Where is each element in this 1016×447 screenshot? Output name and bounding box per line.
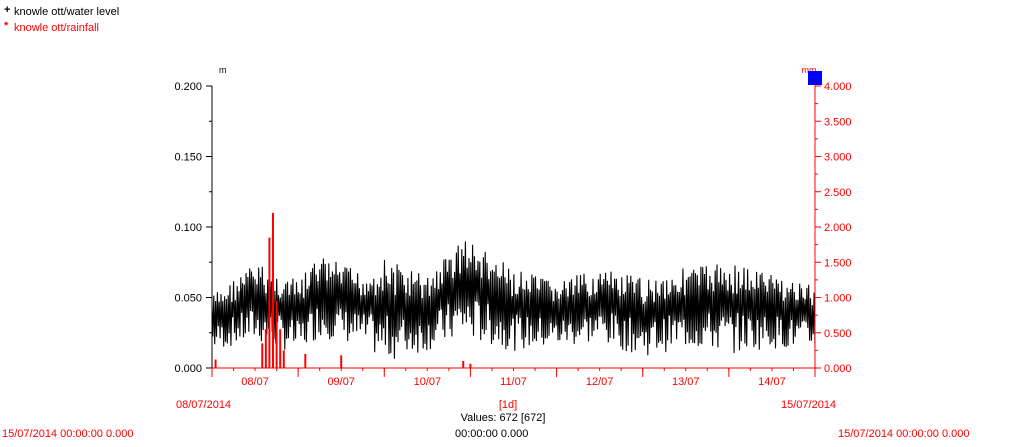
left-axis-unit: m: [219, 65, 227, 75]
right-y-tick-label: 1.000: [824, 293, 852, 305]
left-y-tick-label: 0.000: [174, 363, 202, 375]
selection-marker[interactable]: [808, 71, 822, 85]
water-level-series: [211, 241, 816, 359]
chart-axes: [206, 80, 821, 377]
water-level-line: [211, 241, 816, 359]
x-tick-label: 11/07: [500, 376, 527, 388]
x-tick-label: 08/07: [241, 376, 269, 388]
right-y-tick-label: 3.000: [824, 152, 852, 164]
footer-left-readout: 15/07/2014 00:00:00 0.000: [2, 428, 134, 440]
x-end-label: 15/07/2014: [781, 399, 836, 411]
right-y-tick-label: 1.500: [824, 257, 852, 269]
x-start-label: 08/07/2014: [176, 399, 231, 411]
footer-right-readout: 15/07/2014 00:00:00 0.000: [838, 428, 970, 440]
legend-item-rainfall[interactable]: * knowle ott/rainfall: [4, 20, 119, 36]
x-tick-label: 14/07: [758, 376, 786, 388]
legend-label-rainfall: knowle ott/rainfall: [14, 22, 99, 34]
right-y-tick-label: 2.000: [824, 222, 852, 234]
footer-center-readout: 00:00:00 0.000: [455, 428, 529, 440]
legend-item-water-level[interactable]: + knowle ott/water level: [4, 4, 119, 20]
left-y-tick-label: 0.100: [174, 222, 202, 234]
x-tick-label: 13/07: [672, 376, 700, 388]
legend-label-water-level: knowle ott/water level: [14, 6, 120, 18]
x-tick-label: 12/07: [586, 376, 614, 388]
right-y-tick-label: 4.000: [824, 81, 852, 93]
right-y-tick-label: 0.000: [824, 363, 852, 375]
right-axis-unit: mm: [802, 65, 817, 75]
right-y-tick-label: 0.500: [824, 328, 852, 340]
x-interval-label: [1d]: [499, 399, 517, 411]
right-y-tick-label: 3.500: [824, 116, 852, 128]
chart-legend: + knowle ott/water level * knowle ott/ra…: [4, 4, 119, 36]
left-y-tick-label: 0.150: [174, 152, 202, 164]
rainfall-series: [214, 212, 472, 368]
right-y-tick-label: 2.500: [824, 187, 852, 199]
x-tick-label: 09/07: [327, 376, 355, 388]
legend-marker-water-level: +: [4, 4, 11, 16]
values-count-label: Values: 672 [672]: [461, 412, 546, 424]
x-tick-label: 10/07: [414, 376, 442, 388]
left-y-tick-label: 0.050: [174, 293, 202, 305]
legend-marker-rainfall: *: [4, 20, 9, 32]
left-y-tick-label: 0.200: [174, 81, 202, 93]
chart-labels: 0.000 0.050 0.100 0.150 0.200 m 0.000 0.500 1.00…: [174, 65, 851, 424]
